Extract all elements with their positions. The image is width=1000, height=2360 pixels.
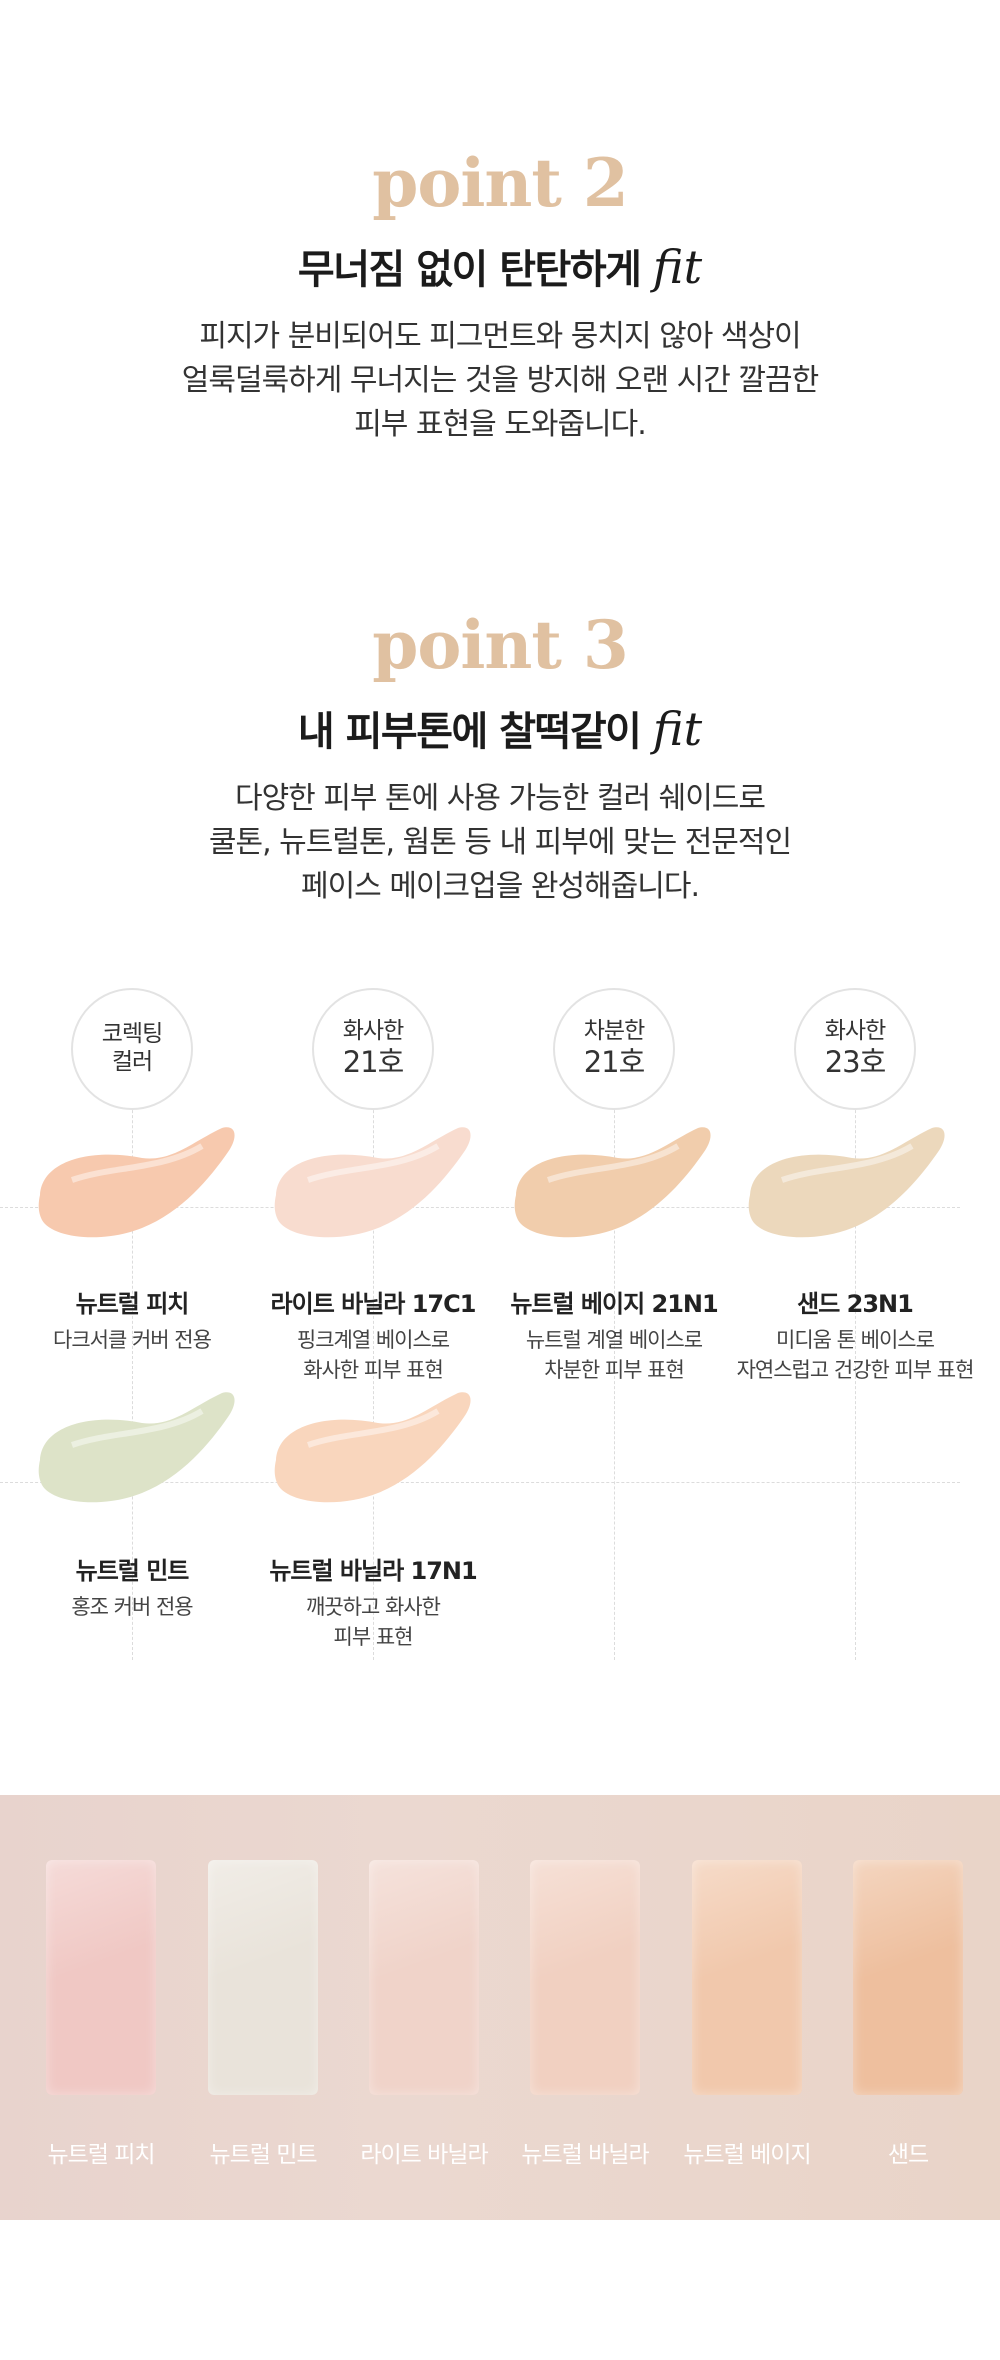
swatch-sand: [748, 1127, 945, 1238]
swatch-highlight: [71, 1408, 204, 1448]
skin-swatch-neutral-beige: [692, 1860, 802, 2095]
grid-hline: [0, 1482, 960, 1483]
point-2-heading: 무너짐 없이 탄탄하게 fit: [0, 242, 1000, 293]
skin-swatch-label: 샌드: [887, 2142, 929, 2168]
skin-swatch-label: 뉴트럴 민트: [209, 2142, 317, 2168]
tone-circle-calm-21: 차분한 21호: [553, 988, 675, 1110]
tone-circle-line2: 21호: [342, 1045, 405, 1080]
shade-desc-line: 다크서클 커버 전용: [53, 1327, 212, 1352]
point-2-section: point 2 무너짐 없이 탄탄하게 fit 피지가 분비되어도 피그먼트와 …: [0, 150, 1000, 447]
point-3-desc-line: 쿨톤, 뉴트럴톤, 웜톤 등 내 피부에 맞는 전문적인: [208, 824, 792, 860]
shade-desc-line: 자연스럽고 건강한 피부 표현: [736, 1357, 975, 1382]
point-3-desc-line: 다양한 피부 톤에 사용 가능한 컬러 쉐이드로: [234, 780, 766, 816]
swatch-highlight: [71, 1143, 204, 1183]
shade-desc-line: 홍조 커버 전용: [71, 1594, 193, 1619]
point-3-heading-text: 내 피부톤에 찰떡같이: [297, 709, 642, 755]
swatch-neutral-mint: [38, 1392, 235, 1503]
point-3-heading: 내 피부톤에 찰떡같이 fit: [0, 704, 1000, 755]
shade-desc: 핑크계열 베이스로 화사한 피부 표현: [253, 1325, 493, 1385]
point-2-desc-line: 피지가 분비되어도 피그먼트와 뭉치지 않아 색상이: [199, 318, 801, 354]
shade-desc: 뉴트럴 계열 베이스로 차분한 피부 표현: [494, 1325, 734, 1385]
skin-swatch-sand: [853, 1860, 963, 2095]
shade-desc: 홍조 커버 전용: [12, 1592, 252, 1622]
grid-vline: [373, 1060, 374, 1660]
tone-circle-bright-23: 화사한 23호: [794, 988, 916, 1110]
swatch-neutral-peach: [38, 1127, 235, 1238]
tone-circle-line2: 23호: [824, 1045, 887, 1080]
skin-swatch-label: 뉴트럴 베이지: [683, 2142, 811, 2168]
point-2-label: point 2: [372, 144, 629, 222]
swatch-highlight: [307, 1408, 440, 1448]
shade-desc-line: 깨끗하고 화사한: [306, 1594, 441, 1619]
shade-sand: 샌드 23N1 미디움 톤 베이스로 자연스럽고 건강한 피부 표현: [725, 1290, 985, 1385]
swatch-highlight: [307, 1143, 440, 1183]
grid-vline: [132, 1060, 133, 1660]
point-3-label: point 3: [372, 606, 629, 684]
tone-circle-bright-21: 화사한 21호: [312, 988, 434, 1110]
skin-swatch-label: 뉴트럴 피치: [47, 2142, 155, 2168]
swatch-neutral-beige: [514, 1127, 711, 1238]
point-2-heading-fit: fit: [652, 240, 703, 294]
tone-circle-correcting: 코렉팅 컬러: [71, 988, 193, 1110]
tone-circle-line1: 화사한: [824, 1017, 886, 1044]
swatch-shape: [38, 1127, 235, 1238]
point-2-desc-line: 피부 표현을 도와줍니다.: [354, 406, 647, 442]
grid-hline: [0, 1207, 960, 1208]
shade-light-vanilla: 라이트 바닐라 17C1 핑크계열 베이스로 화사한 피부 표현: [253, 1290, 493, 1385]
shade-name: 뉴트럴 피치: [75, 1290, 190, 1318]
tone-circle-line1: 코렉팅: [101, 1021, 163, 1048]
shade-desc: 미디움 톤 베이스로 자연스럽고 건강한 피부 표현: [725, 1325, 985, 1385]
point-2-description: 피지가 분비되어도 피그먼트와 뭉치지 않아 색상이 얼룩덜룩하게 무너지는 것…: [0, 315, 1000, 447]
point-3-description: 다양한 피부 톤에 사용 가능한 컬러 쉐이드로 쿨톤, 뉴트럴톤, 웜톤 등 …: [0, 777, 1000, 909]
swatch-neutral-vanilla: [274, 1392, 471, 1503]
point-2-desc-line: 얼룩덜룩하게 무너지는 것을 방지해 오랜 시간 깔끔한: [181, 362, 819, 398]
shade-desc-line: 미디움 톤 베이스로: [776, 1327, 935, 1352]
shade-desc-line: 뉴트럴 계열 베이스로: [525, 1327, 703, 1352]
shade-name: 뉴트럴 민트: [75, 1557, 190, 1585]
shade-name: 뉴트럴 베이지 21N1: [510, 1290, 718, 1318]
shade-neutral-beige: 뉴트럴 베이지 21N1 뉴트럴 계열 베이스로 차분한 피부 표현: [494, 1290, 734, 1385]
point-2-heading-text: 무너짐 없이 탄탄하게: [297, 247, 642, 293]
skin-swatch-neutral-mint: [208, 1860, 318, 2095]
shade-desc-line: 화사한 피부 표현: [303, 1357, 444, 1382]
shade-name: 샌드 23N1: [797, 1290, 914, 1318]
skin-swatch-label: 뉴트럴 바닐라: [521, 2142, 649, 2168]
shade-neutral-mint: 뉴트럴 민트 홍조 커버 전용: [12, 1557, 252, 1622]
swatch-light-vanilla: [274, 1127, 471, 1238]
tone-circle-line1: 차분한: [583, 1017, 645, 1044]
skin-swatch-neutral-vanilla: [530, 1860, 640, 2095]
point-3-desc-line: 페이스 메이크업을 완성해줍니다.: [300, 868, 700, 904]
shade-name: 뉴트럴 바닐라 17N1: [269, 1557, 477, 1585]
point-3-heading-fit: fit: [652, 702, 703, 756]
swatch-shape: [514, 1127, 711, 1238]
shade-desc: 다크서클 커버 전용: [12, 1325, 252, 1355]
swatch-shape: [748, 1127, 945, 1238]
skin-swatch-label: 라이트 바닐라: [360, 2142, 488, 2168]
skin-swatch-light-vanilla: [369, 1860, 479, 2095]
shade-neutral-peach: 뉴트럴 피치 다크서클 커버 전용: [12, 1290, 252, 1355]
grid-vline: [855, 1060, 856, 1660]
shade-desc-line: 피부 표현: [333, 1624, 414, 1649]
shade-neutral-vanilla: 뉴트럴 바닐라 17N1 깨끗하고 화사한 피부 표현: [253, 1557, 493, 1652]
tone-circle-line2: 컬러: [111, 1049, 153, 1075]
skin-swatch-neutral-peach: [46, 1860, 156, 2095]
point-3-section: point 3 내 피부톤에 찰떡같이 fit 다양한 피부 톤에 사용 가능한…: [0, 612, 1000, 909]
tone-circle-line2: 21호: [583, 1045, 646, 1080]
shade-desc: 깨끗하고 화사한 피부 표현: [253, 1592, 493, 1652]
swatch-shape: [38, 1392, 235, 1503]
shade-desc-line: 차분한 피부 표현: [544, 1357, 685, 1382]
shade-name: 라이트 바닐라 17C1: [270, 1290, 477, 1318]
tone-circle-line1: 화사한: [342, 1017, 404, 1044]
swatch-shape: [274, 1127, 471, 1238]
skin-swatch-panel: 뉴트럴 피치 뉴트럴 민트 라이트 바닐라 뉴트럴 바닐라 뉴트럴 베이지 샌드: [0, 1795, 1000, 2220]
grid-vline: [614, 1060, 615, 1660]
shade-desc-line: 핑크계열 베이스로: [296, 1327, 450, 1352]
swatch-highlight: [547, 1143, 680, 1183]
swatch-shape: [274, 1392, 471, 1503]
swatch-highlight: [781, 1143, 914, 1183]
shade-grid: 코렉팅 컬러 화사한 21호 차분한 21호 화사한 23호 뉴트럴 피: [0, 980, 1000, 1680]
